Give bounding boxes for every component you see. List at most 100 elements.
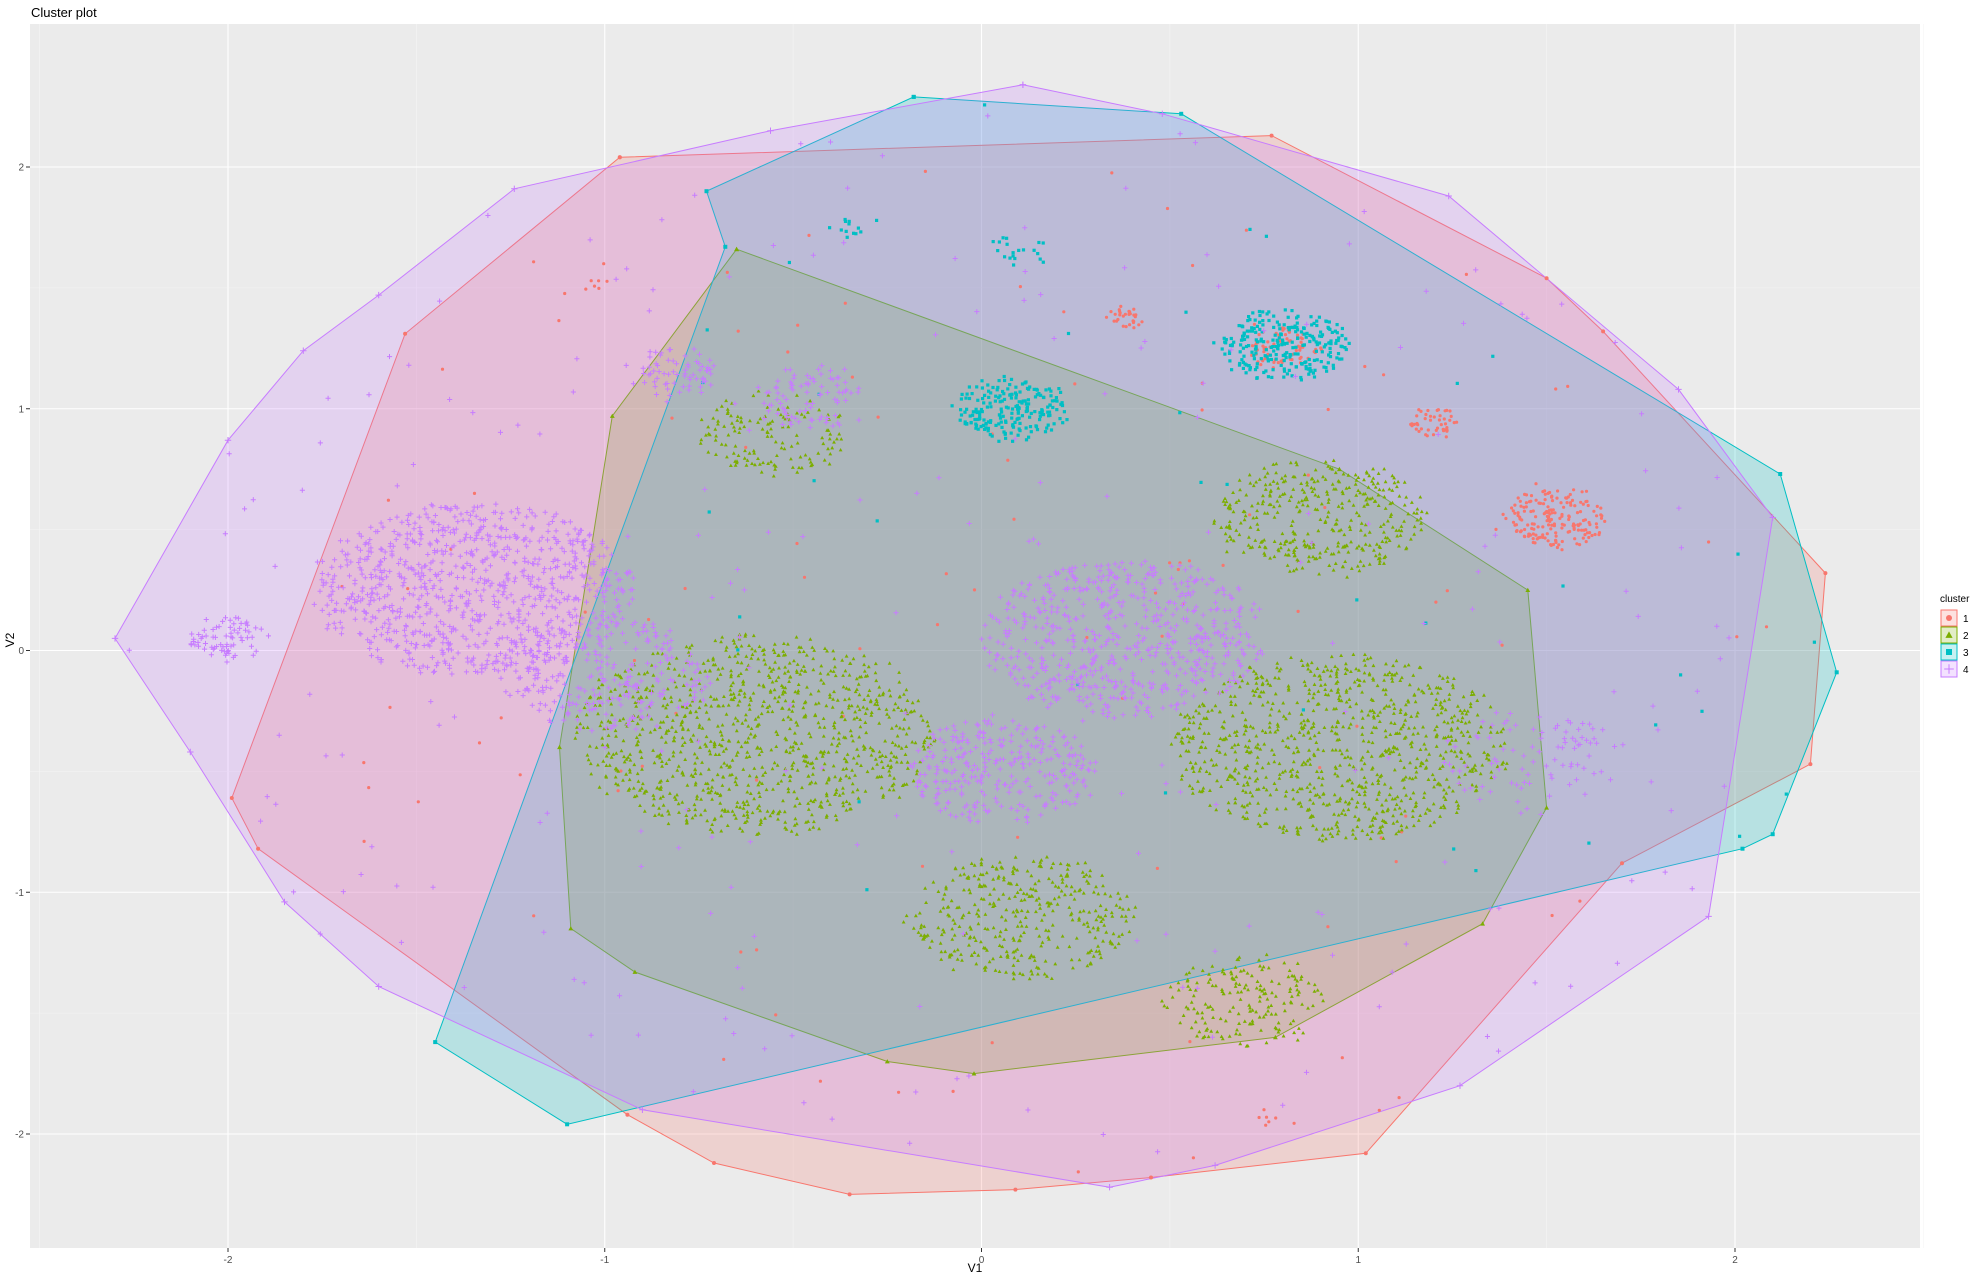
point-cluster-2 bbox=[1343, 799, 1348, 804]
point-cluster-2 bbox=[1110, 914, 1115, 918]
point-cluster-3 bbox=[1344, 337, 1348, 341]
point-cluster-3 bbox=[1028, 415, 1032, 419]
point-cluster-2 bbox=[895, 760, 899, 764]
point-cluster-1 bbox=[1442, 417, 1446, 421]
point-cluster-2 bbox=[1373, 816, 1378, 820]
point-cluster-2 bbox=[1343, 666, 1348, 671]
point-cluster-2 bbox=[1313, 507, 1318, 511]
point-cluster-2 bbox=[893, 743, 898, 747]
point-cluster-2 bbox=[743, 634, 748, 638]
point-cluster-2 bbox=[779, 683, 784, 687]
point-cluster-1 bbox=[1264, 1115, 1269, 1119]
point-cluster-3 bbox=[1275, 320, 1279, 324]
point-cluster-2 bbox=[665, 714, 670, 718]
point-cluster-2 bbox=[1389, 720, 1393, 725]
point-cluster-2 bbox=[746, 736, 751, 740]
point-cluster-2 bbox=[1333, 470, 1338, 475]
point-cluster-1 bbox=[1248, 513, 1252, 517]
point-cluster-2 bbox=[877, 774, 882, 779]
point-cluster-1 bbox=[477, 741, 482, 745]
point-cluster-2 bbox=[922, 747, 927, 751]
point-cluster-2 bbox=[671, 738, 676, 743]
point-cluster-2 bbox=[781, 689, 786, 693]
point-cluster-3 bbox=[1049, 428, 1054, 432]
point-cluster-2 bbox=[776, 811, 780, 816]
point-cluster-2 bbox=[820, 805, 824, 809]
point-cluster-2 bbox=[1183, 726, 1187, 731]
point-cluster-2 bbox=[1246, 782, 1250, 787]
point-cluster-2 bbox=[1198, 721, 1203, 726]
point-cluster-2 bbox=[817, 826, 821, 831]
point-cluster-2 bbox=[1438, 700, 1443, 704]
point-cluster-2 bbox=[746, 802, 751, 807]
point-cluster-2 bbox=[1418, 763, 1423, 768]
point-cluster-3 bbox=[1001, 236, 1005, 240]
point-cluster-2 bbox=[1388, 514, 1393, 518]
point-cluster-1 bbox=[722, 1057, 726, 1061]
point-cluster-2 bbox=[605, 742, 610, 747]
point-cluster-1 bbox=[1076, 1170, 1080, 1174]
point-cluster-2 bbox=[1330, 467, 1335, 471]
point-cluster-3 bbox=[973, 417, 977, 422]
point-cluster-2 bbox=[907, 726, 911, 730]
point-cluster-2 bbox=[1387, 704, 1392, 708]
point-cluster-2 bbox=[1271, 479, 1276, 483]
point-cluster-2 bbox=[1415, 518, 1420, 522]
point-cluster-2 bbox=[1228, 526, 1233, 530]
point-cluster-2 bbox=[1245, 749, 1250, 753]
point-cluster-2 bbox=[901, 726, 906, 731]
point-cluster-2 bbox=[1400, 778, 1405, 782]
point-cluster-2 bbox=[613, 687, 617, 691]
point-cluster-1 bbox=[1548, 508, 1552, 512]
point-cluster-2 bbox=[750, 652, 755, 656]
point-cluster-2 bbox=[648, 730, 653, 734]
point-cluster-2 bbox=[614, 781, 618, 786]
point-cluster-2 bbox=[897, 680, 902, 684]
point-cluster-1 bbox=[951, 1089, 955, 1093]
point-cluster-2 bbox=[640, 767, 644, 771]
point-cluster-2 bbox=[692, 751, 697, 756]
point-cluster-2 bbox=[718, 729, 723, 734]
point-cluster-3 bbox=[1334, 341, 1338, 345]
point-cluster-2 bbox=[947, 955, 952, 959]
point-cluster-2 bbox=[822, 761, 827, 766]
point-cluster-2 bbox=[804, 764, 809, 768]
point-cluster-2 bbox=[626, 755, 631, 759]
point-cluster-1 bbox=[1573, 504, 1577, 508]
point-cluster-2 bbox=[787, 679, 791, 683]
point-cluster-1 bbox=[1428, 414, 1433, 418]
point-cluster-2 bbox=[1328, 674, 1333, 678]
point-cluster-3 bbox=[1294, 345, 1298, 349]
point-cluster-2 bbox=[1312, 673, 1317, 677]
point-cluster-3 bbox=[1313, 368, 1317, 372]
point-cluster-2 bbox=[1276, 486, 1281, 490]
point-cluster-2 bbox=[1354, 666, 1358, 671]
point-cluster-1 bbox=[1566, 495, 1570, 499]
point-cluster-3 bbox=[1002, 374, 1006, 379]
point-cluster-2 bbox=[666, 666, 671, 670]
point-cluster-2 bbox=[1363, 785, 1368, 789]
point-cluster-2 bbox=[626, 788, 631, 792]
point-cluster-2 bbox=[722, 761, 727, 765]
point-cluster-2 bbox=[1356, 475, 1361, 479]
point-cluster-1 bbox=[1524, 505, 1528, 509]
point-cluster-2 bbox=[1316, 528, 1321, 533]
point-cluster-1 bbox=[1250, 344, 1255, 348]
point-cluster-2 bbox=[1179, 739, 1184, 743]
point-cluster-2 bbox=[1419, 527, 1424, 532]
point-cluster-2 bbox=[1489, 775, 1494, 780]
point-cluster-1 bbox=[1280, 326, 1284, 330]
point-cluster-2 bbox=[1368, 496, 1372, 501]
point-cluster-3 bbox=[1018, 390, 1022, 394]
point-cluster-2 bbox=[741, 679, 746, 683]
point-cluster-2 bbox=[705, 781, 710, 786]
point-cluster-2 bbox=[1257, 544, 1262, 549]
point-cluster-2 bbox=[1347, 524, 1352, 529]
point-cluster-2 bbox=[1332, 812, 1336, 816]
point-cluster-3 bbox=[1254, 330, 1258, 334]
point-cluster-2 bbox=[899, 760, 904, 764]
point-cluster-2 bbox=[676, 764, 681, 768]
point-cluster-2 bbox=[720, 666, 725, 670]
point-cluster-1 bbox=[1414, 427, 1418, 431]
point-cluster-2 bbox=[1303, 722, 1307, 727]
